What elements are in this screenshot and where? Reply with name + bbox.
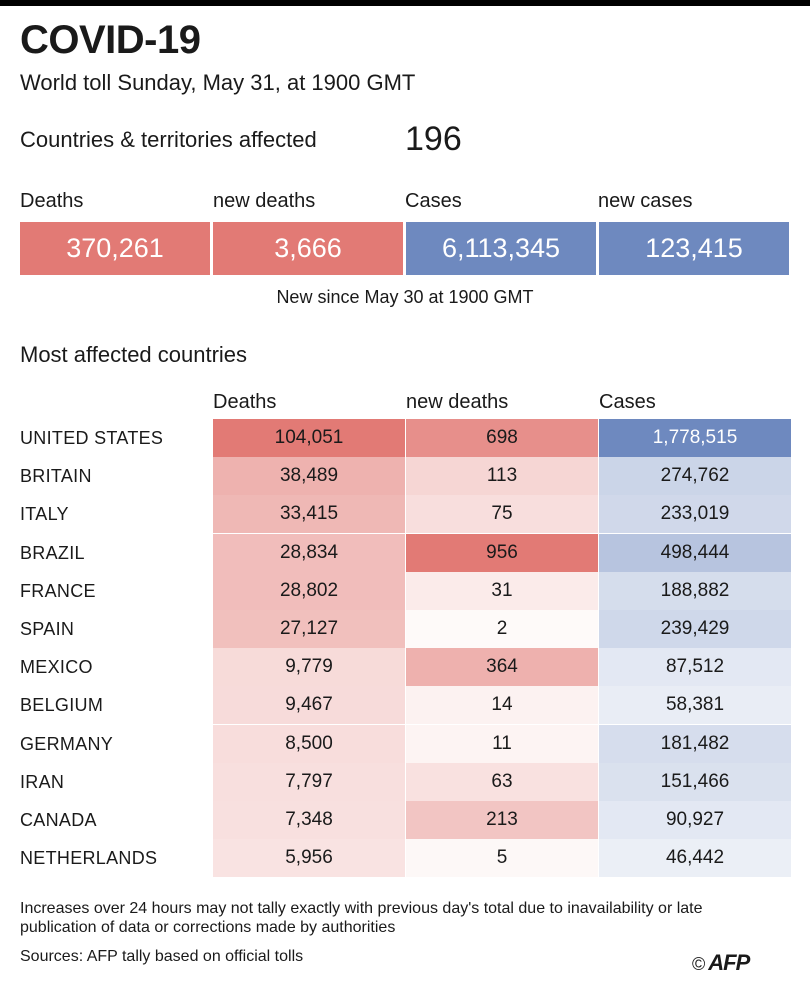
- copyright-symbol: ©: [692, 954, 705, 974]
- summary-label-deaths: Deaths: [20, 190, 84, 212]
- country-name: BELGIUM: [20, 695, 104, 716]
- cell-cases: 1,778,515: [599, 419, 791, 457]
- affected-label: Countries & territories affected: [20, 127, 317, 152]
- table-row: BRAZIL 28,834 956 498,444: [0, 533, 810, 572]
- cell-new-deaths: 213: [406, 801, 598, 839]
- cell-cases: 188,882: [599, 571, 791, 610]
- table-row: BELGIUM 9,467 14 58,381: [0, 686, 810, 725]
- cell-new-deaths: 75: [406, 495, 598, 534]
- top-rule: [0, 0, 810, 6]
- table-row: UNITED STATES 104,051 698 1,778,515: [0, 419, 810, 457]
- country-name: IRAN: [20, 771, 65, 792]
- cell-new-deaths: 113: [406, 457, 598, 496]
- cell-deaths: 28,802: [213, 571, 405, 610]
- cell-cases: 151,466: [599, 762, 791, 801]
- cell-new-deaths: 11: [406, 724, 598, 763]
- table-row: SPAIN 27,127 2 239,429: [0, 610, 810, 648]
- table-row: GERMANY 8,500 11 181,482: [0, 724, 810, 763]
- affected-value: 196: [405, 120, 462, 158]
- table-row: CANADA 7,348 213 90,927: [0, 801, 810, 839]
- page-subtitle: World toll Sunday, May 31, at 1900 GMT: [20, 70, 416, 95]
- cell-cases: 90,927: [599, 801, 791, 839]
- cell-cases: 58,381: [599, 686, 791, 725]
- column-header-cases: Cases: [599, 391, 656, 413]
- cell-new-deaths: 14: [406, 686, 598, 725]
- cell-new-deaths: 63: [406, 762, 598, 801]
- cell-deaths: 33,415: [213, 495, 405, 534]
- cell-deaths: 7,797: [213, 762, 405, 801]
- country-name: UNITED STATES: [20, 428, 164, 448]
- summary-label-new-cases: new cases: [598, 190, 693, 212]
- cell-new-deaths: 698: [406, 419, 598, 457]
- afp-logo-text: AFP: [708, 950, 750, 975]
- cell-deaths: 5,956: [213, 839, 405, 878]
- footnote: Increases over 24 hours may not tally ex…: [20, 900, 703, 936]
- summary-value-deaths: 370,261: [20, 222, 210, 275]
- cell-deaths: 9,467: [213, 686, 405, 725]
- cell-new-deaths: 5: [406, 839, 598, 878]
- cell-cases: 46,442: [599, 839, 791, 878]
- country-name: GERMANY: [20, 733, 114, 754]
- summary-value-new-deaths: 3,666: [213, 222, 403, 275]
- cell-new-deaths: 956: [406, 533, 598, 572]
- summary-label-cases: Cases: [405, 190, 462, 212]
- summary-note: New since May 30 at 1900 GMT: [276, 287, 534, 307]
- country-name: MEXICO: [20, 657, 93, 678]
- cell-deaths: 28,834: [213, 533, 405, 572]
- column-header-deaths: Deaths: [213, 391, 277, 413]
- cell-cases: 274,762: [599, 457, 791, 496]
- section-title: Most affected countries: [20, 342, 248, 367]
- cell-new-deaths: 31: [406, 571, 598, 610]
- table-row: IRAN 7,797 63 151,466: [0, 762, 810, 801]
- cell-deaths: 7,348: [213, 801, 405, 839]
- column-header-new-deaths: new deaths: [406, 391, 509, 413]
- sources: Sources: AFP tally based on official tol…: [20, 948, 304, 965]
- cell-deaths: 104,051: [213, 419, 405, 457]
- summary-value-cases: 6,113,345: [406, 222, 596, 275]
- cell-deaths: 8,500: [213, 724, 405, 763]
- table-row: NETHERLANDS 5,956 5 46,442: [0, 839, 810, 878]
- cell-cases: 239,429: [599, 610, 791, 648]
- country-name: BRAZIL: [20, 542, 85, 563]
- country-name: FRANCE: [20, 580, 96, 601]
- cell-cases: 498,444: [599, 533, 791, 572]
- summary-value-new-cases: 123,415: [599, 222, 789, 275]
- summary-label-new-deaths: new deaths: [213, 190, 316, 212]
- table-row: FRANCE 28,802 31 188,882: [0, 571, 810, 610]
- cell-new-deaths: 364: [406, 648, 598, 687]
- cell-cases: 181,482: [599, 724, 791, 763]
- country-name: SPAIN: [20, 619, 75, 639]
- table-row: ITALY 33,415 75 233,019: [0, 495, 810, 534]
- cell-cases: 233,019: [599, 495, 791, 534]
- afp-logo: © AFP: [692, 950, 750, 976]
- country-name: CANADA: [20, 810, 97, 830]
- country-name: ITALY: [20, 504, 69, 525]
- page-title: COVID-19: [20, 18, 201, 62]
- table-row: MEXICO 9,779 364 87,512: [0, 648, 810, 687]
- cell-new-deaths: 2: [406, 610, 598, 648]
- cell-deaths: 38,489: [213, 457, 405, 496]
- cell-deaths: 27,127: [213, 610, 405, 648]
- cell-cases: 87,512: [599, 648, 791, 687]
- country-name: BRITAIN: [20, 466, 92, 487]
- country-name: NETHERLANDS: [20, 848, 158, 869]
- table-row: BRITAIN 38,489 113 274,762: [0, 457, 810, 496]
- cell-deaths: 9,779: [213, 648, 405, 687]
